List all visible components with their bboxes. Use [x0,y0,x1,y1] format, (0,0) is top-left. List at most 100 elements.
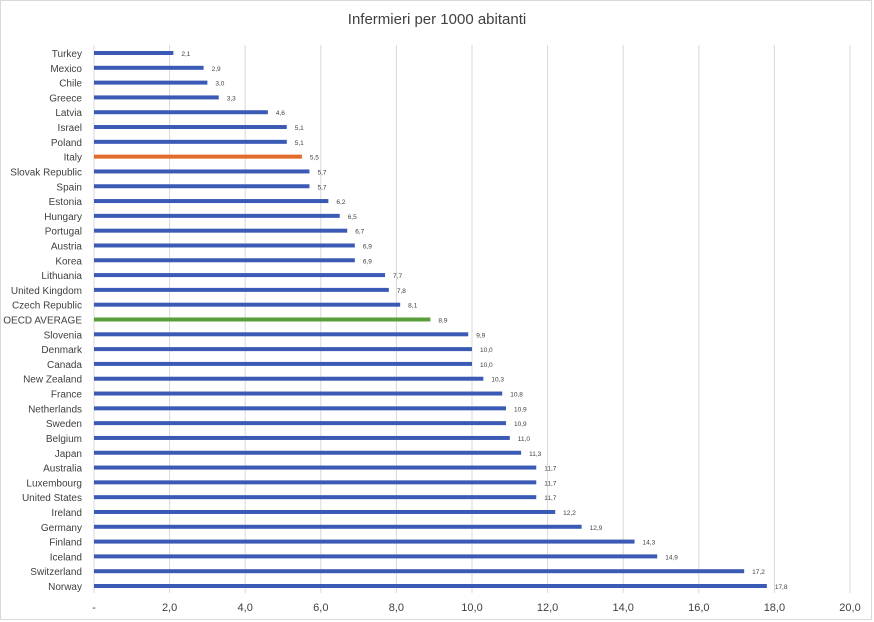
bar [94,184,310,189]
data-label: 7,7 [393,273,402,280]
bar [94,80,208,85]
x-tick-label: 10,0 [461,602,482,614]
category-label: Latvia [55,108,82,119]
x-tick-label: 8,0 [389,602,404,614]
data-label: 10,0 [480,347,493,354]
bar [94,273,386,278]
data-label: 4,6 [276,110,285,117]
data-label: 2,9 [212,66,221,73]
x-tick-label: 12,0 [537,602,558,614]
x-tick-label: 4,0 [238,602,253,614]
data-label: 10,9 [514,406,527,413]
bar [94,125,287,130]
bar [94,95,219,100]
category-label: Czech Republic [12,301,82,312]
data-label: 10,0 [480,362,493,369]
data-label: 3,0 [215,81,224,88]
category-label: Slovak Republic [10,167,82,178]
x-tick-label: 6,0 [313,602,328,614]
data-label: 6,2 [336,199,345,206]
bar [94,110,268,115]
bar [94,539,635,544]
category-label: Korea [55,256,82,267]
category-label: United States [22,493,82,504]
category-label: Italy [64,153,82,164]
category-label: Iceland [50,552,82,563]
category-label: United Kingdom [11,286,82,297]
category-label: Turkey [52,49,82,60]
bar [94,258,355,263]
x-tick-label: 18,0 [764,602,785,614]
data-label: 12,2 [563,510,576,517]
data-label: 10,3 [491,377,504,384]
bar [94,406,507,411]
bar [94,169,310,174]
data-label: 17,2 [752,569,765,576]
bar [94,213,340,218]
category-label: Mexico [50,64,82,75]
category-label: Switzerland [30,567,82,578]
x-tick-label: 2,0 [162,602,177,614]
bar [94,509,556,514]
bar [94,391,503,396]
category-label: Hungary [44,212,82,223]
category-label: Lithuania [41,271,82,282]
category-label: OECD AVERAGE [3,316,82,327]
category-label: Slovenia [44,330,83,341]
data-label: 6,7 [355,229,364,236]
data-label: 5,7 [317,169,326,176]
bar [94,302,401,307]
category-label: Finland [49,538,82,549]
bar [94,450,522,455]
data-label: 10,8 [510,392,523,399]
bar [94,569,745,574]
category-label: France [51,390,83,401]
chart-title: Infermieri per 1000 abitanti [347,11,527,28]
bar [94,554,658,559]
category-label: New Zealand [23,375,82,386]
data-label: 8,1 [408,303,417,310]
data-label: 14,9 [665,554,678,561]
bar [94,154,302,159]
data-label: 2,1 [181,51,190,58]
bar [94,361,472,366]
category-label: Chile [59,79,82,90]
bar [94,317,431,322]
category-label: Canada [47,360,82,371]
bar [94,51,174,55]
bar [94,199,329,204]
data-label: 5,5 [310,155,319,162]
data-label: 6,5 [348,214,357,221]
bar [94,228,348,233]
bar [94,465,537,470]
category-label: Israel [58,123,82,134]
data-label: 14,3 [643,540,656,547]
bar [94,524,582,529]
category-label: Luxembourg [26,478,82,489]
data-label: 5,1 [295,140,304,147]
data-label: 11,0 [518,436,531,443]
data-label: 11,7 [544,480,557,487]
bar [94,243,355,248]
data-label: 5,1 [295,125,304,132]
data-label: 11,7 [544,495,557,502]
data-label: 6,9 [363,258,372,265]
bar [94,421,507,426]
category-label: Estonia [49,197,83,208]
category-label: Spain [56,182,82,193]
x-tick-label: 14,0 [612,602,633,614]
category-label: Australia [43,464,82,475]
x-tick-label: 20,0 [839,602,860,614]
data-label: 9,9 [476,332,485,339]
category-label: Norway [48,582,82,593]
category-label: Portugal [45,227,82,238]
data-label: 10,9 [514,421,527,428]
bar [94,495,537,500]
category-label: Belgium [46,434,82,445]
category-label: Japan [55,449,82,460]
bar [94,332,469,337]
bar [94,347,472,352]
bar [94,435,510,440]
